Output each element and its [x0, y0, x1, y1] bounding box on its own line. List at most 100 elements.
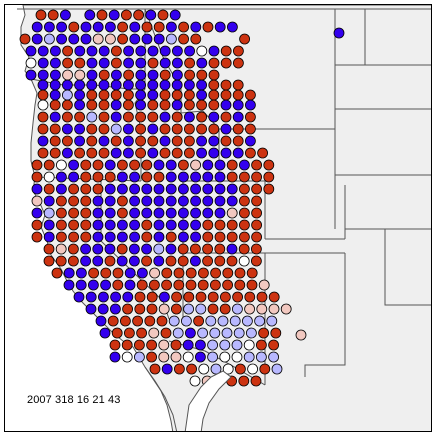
station-marker — [62, 123, 73, 135]
station-marker — [74, 135, 85, 147]
station-marker — [147, 123, 159, 135]
station-marker — [123, 79, 134, 91]
station-marker — [208, 57, 220, 69]
station-marker — [86, 99, 98, 111]
station-marker — [232, 45, 244, 57]
station-marker — [117, 195, 128, 207]
station-marker — [153, 21, 165, 33]
station-marker — [190, 171, 202, 183]
station-marker — [214, 243, 226, 255]
station-marker — [153, 159, 165, 171]
station-marker — [63, 279, 75, 291]
station-marker — [104, 183, 116, 195]
station-marker — [116, 243, 128, 255]
station-marker — [146, 351, 158, 363]
station-marker — [92, 159, 104, 171]
station-marker — [80, 171, 92, 183]
station-marker — [124, 327, 135, 339]
station-marker — [104, 255, 116, 267]
station-marker — [209, 327, 221, 339]
station-marker — [124, 267, 136, 279]
station-marker — [165, 255, 177, 267]
station-markers — [19, 9, 345, 387]
station-marker — [141, 33, 153, 45]
station-marker — [193, 315, 205, 327]
station-marker — [177, 255, 189, 267]
station-marker — [97, 303, 109, 315]
station-marker — [246, 279, 258, 291]
station-marker — [202, 195, 214, 207]
station-marker — [92, 21, 104, 33]
station-marker — [194, 351, 206, 363]
station-marker — [219, 303, 231, 315]
station-marker — [238, 231, 250, 243]
station-marker — [31, 231, 43, 243]
station-marker — [43, 183, 55, 195]
station-marker — [129, 207, 141, 219]
station-marker — [136, 327, 148, 339]
station-marker — [231, 351, 243, 363]
station-marker — [117, 171, 128, 183]
station-marker — [92, 183, 104, 195]
station-marker — [135, 123, 147, 135]
station-marker — [98, 291, 109, 303]
station-marker — [184, 69, 196, 81]
station-marker — [207, 303, 219, 315]
station-marker — [251, 159, 263, 171]
station-marker — [239, 33, 251, 45]
station-marker — [80, 183, 92, 195]
station-marker — [214, 171, 226, 183]
station-marker — [195, 291, 207, 303]
station-marker — [123, 123, 134, 135]
station-marker — [86, 69, 98, 81]
station-marker — [251, 207, 263, 219]
station-marker — [109, 351, 121, 363]
station-marker — [221, 327, 233, 339]
station-marker — [271, 363, 283, 375]
station-marker — [247, 363, 259, 375]
station-marker — [196, 69, 208, 81]
station-marker — [202, 231, 214, 243]
station-marker — [263, 183, 275, 195]
station-marker — [104, 231, 116, 243]
station-marker — [110, 79, 122, 91]
station-marker — [153, 33, 165, 45]
station-marker — [148, 327, 160, 339]
station-marker — [147, 79, 159, 91]
station-marker — [92, 255, 104, 267]
station-marker — [258, 279, 270, 291]
station-marker — [110, 89, 122, 101]
station-marker — [214, 231, 226, 243]
station-marker — [207, 351, 219, 363]
station-marker — [159, 123, 171, 135]
station-marker — [100, 279, 111, 291]
station-marker — [238, 207, 250, 219]
station-marker — [49, 99, 61, 111]
station-marker — [177, 243, 189, 255]
station-marker — [136, 267, 148, 279]
station-marker — [68, 231, 79, 243]
station-marker — [161, 279, 173, 291]
station-marker — [51, 267, 63, 279]
station-marker — [47, 9, 59, 21]
station-marker — [210, 267, 222, 279]
station-marker — [98, 123, 110, 135]
station-marker — [62, 57, 73, 69]
station-marker — [232, 147, 244, 159]
station-marker — [258, 327, 270, 339]
station-marker — [37, 135, 49, 147]
station-marker — [231, 303, 243, 315]
station-marker — [50, 57, 61, 69]
station-marker — [68, 183, 79, 195]
station-marker — [159, 111, 171, 123]
station-marker — [37, 89, 49, 101]
station-marker — [158, 291, 170, 303]
station-marker — [147, 89, 159, 101]
station-marker — [88, 267, 99, 279]
station-marker — [159, 147, 171, 159]
station-marker — [110, 303, 121, 315]
station-marker — [232, 79, 244, 91]
station-marker — [197, 267, 209, 279]
station-marker — [98, 69, 110, 81]
station-marker — [37, 57, 49, 69]
